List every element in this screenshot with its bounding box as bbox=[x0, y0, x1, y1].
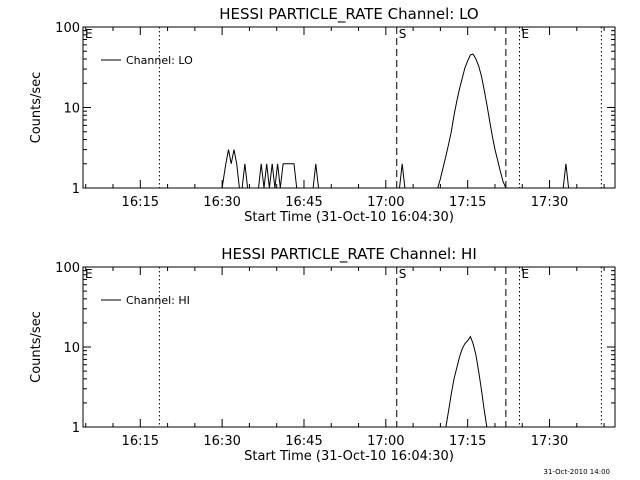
event-marker-label: E bbox=[522, 267, 530, 281]
y-tick-label: 100 bbox=[55, 21, 80, 36]
event-marker-label: S bbox=[399, 267, 407, 281]
chart-panel-2: HESSI PARTICLE_RATE Channel: HI 16:15 16:3… bbox=[29, 245, 616, 464]
x-tick-label: 16:15 bbox=[122, 195, 159, 210]
y-tick-label: 1 bbox=[72, 182, 80, 197]
legend-label: Channel: HI bbox=[126, 294, 190, 307]
x-axis-label: Start Time (31-Oct-10 16:04:30) bbox=[244, 449, 454, 464]
x-tick-label: 16:15 bbox=[122, 434, 159, 449]
x-tick-label: 16:45 bbox=[285, 434, 322, 449]
x-tick-label: 17:30 bbox=[531, 434, 568, 449]
x-tick-label: 17:15 bbox=[449, 434, 486, 449]
y-tick-label: 10 bbox=[63, 341, 80, 356]
x-tick-label: 17:30 bbox=[531, 195, 568, 210]
x-tick-label: 16:45 bbox=[285, 195, 322, 210]
x-tick-label: 17:00 bbox=[367, 434, 404, 449]
event-marker-label: E bbox=[522, 27, 530, 41]
x-tick-label: 16:30 bbox=[203, 195, 240, 210]
y-axis-label: Counts/sec bbox=[29, 72, 44, 144]
series-line bbox=[445, 335, 488, 428]
x-axis-label: Start Time (31-Oct-10 16:04:30) bbox=[244, 210, 454, 225]
event-marker-label: E bbox=[85, 267, 93, 281]
y-axis-label: Counts/sec bbox=[29, 311, 44, 383]
y-tick-label: 10 bbox=[63, 102, 80, 117]
y-tick-label: 1 bbox=[72, 421, 80, 436]
event-marker-label: E bbox=[85, 27, 93, 41]
x-tick-label: 17:00 bbox=[367, 195, 404, 210]
y-tick-label: 100 bbox=[55, 261, 80, 276]
series-line bbox=[83, 53, 615, 189]
generation-timestamp: 31-Oct-2010 14:00 bbox=[544, 468, 610, 476]
chart-title: HESSI PARTICLE_RATE Channel: LO bbox=[219, 5, 478, 24]
event-marker-label: S bbox=[399, 27, 407, 41]
legend-label: Channel: LO bbox=[126, 54, 193, 67]
chart-panel-1: HESSI PARTICLE_RATE Channel: LO 16:15 16:3… bbox=[29, 5, 616, 225]
chart-title: HESSI PARTICLE_RATE Channel: HI bbox=[221, 245, 477, 264]
chart-panels: HESSI PARTICLE_RATE Channel: LO 16:15 16:3… bbox=[29, 5, 616, 464]
x-tick-label: 16:30 bbox=[203, 434, 240, 449]
x-tick-label: 17:15 bbox=[449, 195, 486, 210]
